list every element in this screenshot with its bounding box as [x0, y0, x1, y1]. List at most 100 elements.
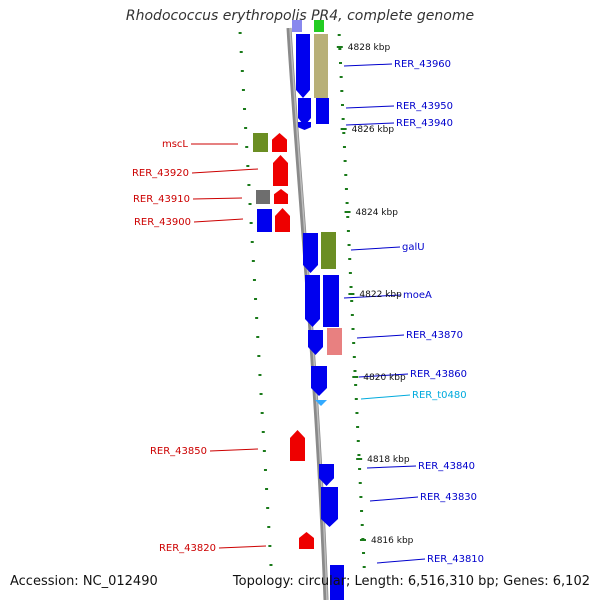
reverse-leader-line [209, 448, 259, 452]
reverse-dot [262, 450, 266, 452]
ruler-dot [359, 496, 363, 498]
ruler-dot [356, 426, 360, 428]
forward-leader-line [369, 496, 419, 502]
ruler-dot [339, 76, 343, 78]
forward-gene-arrow [303, 233, 318, 273]
genome-summary-text: Topology: circular; Length: 6,516,310 bp… [232, 574, 590, 589]
ruler-dots [336, 34, 366, 568]
forward-leader-line [356, 334, 405, 339]
ruler-dot [358, 482, 362, 484]
ruler-dot [345, 202, 349, 204]
gene-features [253, 20, 344, 600]
reverse-dot [245, 146, 249, 148]
ruler-dot [337, 34, 341, 36]
ruler-dot [351, 328, 355, 330]
reverse-dot [246, 165, 250, 167]
reverse-dot [263, 469, 267, 471]
ruler-dot [360, 524, 364, 526]
trna-marker [315, 400, 327, 406]
forward-gene-label: RER_43840 [418, 461, 475, 472]
forward-gene-arrow [305, 275, 320, 327]
forward-leader-line [360, 394, 411, 400]
ruler-dot [338, 48, 342, 50]
forward-gene-label: RER_43960 [394, 59, 451, 70]
ruler-dot [342, 146, 346, 148]
forward-leader-line [343, 63, 393, 67]
reverse-dot [240, 70, 244, 72]
ruler-dot [349, 286, 353, 288]
reverse-dot [254, 298, 258, 300]
forward-gene-block [316, 98, 329, 124]
reverse-dot [261, 431, 265, 433]
reverse-dot [248, 203, 252, 205]
ruler-dot [355, 412, 359, 414]
forward-gene-label: RER_43860 [410, 369, 467, 380]
forward-gene-label: moeA [403, 290, 432, 301]
ruler-dot [350, 314, 354, 316]
reverse-gene-label: RER_43920 [132, 168, 189, 179]
forward-gene-arrow [308, 330, 323, 355]
ruler-dot [352, 342, 356, 344]
ruler-dot [358, 468, 362, 470]
reverse-dot [239, 51, 243, 53]
ruler-dot [362, 552, 366, 554]
cog-segment [314, 34, 328, 98]
forward-gene-label: RER_43950 [396, 101, 453, 112]
reverse-dot [267, 526, 271, 528]
reverse-gene-arrow [290, 430, 305, 461]
reverse-gene-arrow [273, 155, 288, 186]
label-leader-lines [191, 63, 426, 564]
forward-leader-line [345, 105, 395, 109]
reverse-dot [247, 184, 251, 186]
reverse-dot [257, 355, 261, 357]
reverse-leader-line [193, 218, 244, 223]
ruler-label: 4816 kbp [371, 536, 414, 546]
forward-gene-block [323, 275, 339, 327]
ruler-label: 4828 kbp [348, 43, 391, 53]
ruler-dot [344, 188, 348, 190]
forward-gene-arrow [311, 366, 327, 396]
ruler-dot [346, 230, 350, 232]
forward-leader-line [366, 465, 417, 469]
reverse-dot [250, 241, 254, 243]
ruler-major-tick [356, 458, 363, 460]
reverse-gene-label: RER_43820 [159, 543, 216, 554]
reverse-gene-block [257, 209, 272, 232]
reverse-dot [241, 89, 245, 91]
reverse-leader-line [218, 545, 267, 549]
ruler-major-tick [344, 211, 351, 213]
reverse-gene-arrow [299, 532, 314, 549]
ruler-dot [350, 300, 354, 302]
forward-leader-line [376, 558, 426, 564]
reverse-gene-label: RER_43850 [150, 446, 207, 457]
forward-leader-line [358, 373, 409, 378]
ruler-dot [348, 272, 352, 274]
ruler-dot [342, 132, 346, 134]
genome-title: Rhodococcus erythropolis PR4, complete g… [125, 8, 475, 24]
forward-leader-line [345, 122, 395, 126]
ruler-dot [340, 90, 344, 92]
reverse-gene-arrow [274, 189, 288, 204]
forward-gene-block [330, 565, 344, 600]
ruler-major-tick [352, 376, 359, 378]
forward-leader-line [343, 294, 402, 299]
forward-gene-arrow [321, 487, 338, 527]
reverse-dot [252, 279, 256, 281]
reverse-dot [268, 545, 272, 547]
reverse-dot [269, 564, 273, 566]
ruler-major-tick [348, 293, 355, 295]
ruler-dot [360, 510, 364, 512]
ruler-label: 4826 kbp [352, 125, 395, 135]
ruler-dot [353, 370, 357, 372]
reverse-dot [265, 488, 269, 490]
forward-leader-line [350, 246, 401, 251]
ruler-major-tick [359, 539, 366, 541]
forward-gene-arrow [298, 98, 311, 126]
ruler-dot [340, 104, 344, 106]
reverse-leader-line [192, 197, 243, 200]
forward-gene-label: galU [402, 242, 425, 253]
ruler-major-tick [340, 128, 347, 130]
ruler-dot [346, 216, 350, 218]
cog-segment [314, 20, 324, 32]
reverse-gene-label: RER_43900 [134, 217, 191, 228]
